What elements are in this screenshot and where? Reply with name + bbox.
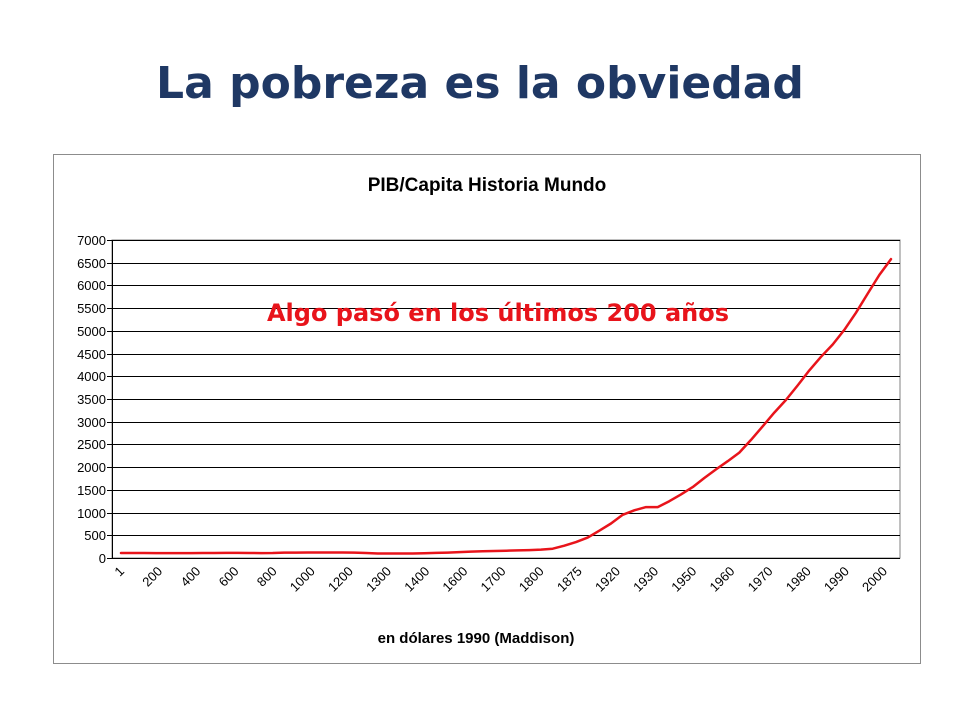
x-tick-label: 600 xyxy=(216,564,242,590)
y-tick-label: 3000 xyxy=(77,415,106,430)
x-tick-label: 1930 xyxy=(630,564,661,595)
chart-plot: 0 500 1000 1500 2000 2500 3000 3500 4000 4500 5000… xyxy=(77,233,901,647)
x-axis-title: en dólares 1990 (Maddison) xyxy=(378,630,575,647)
y-tick-label: 5500 xyxy=(77,301,106,316)
y-tick-label: 5000 xyxy=(77,324,106,339)
y-tick-label: 0 xyxy=(99,551,106,566)
x-tick-label: 1700 xyxy=(478,564,509,595)
x-tick-label: 2000 xyxy=(859,564,890,595)
x-tick-label: 400 xyxy=(177,564,203,590)
x-tick-label: 1800 xyxy=(516,564,547,595)
x-tick-label: 200 xyxy=(139,564,165,590)
x-tick-label: 1600 xyxy=(439,564,470,595)
y-tick-label: 4000 xyxy=(77,369,106,384)
x-tick-label: 1875 xyxy=(554,564,585,595)
y-tick-label: 2000 xyxy=(77,460,106,475)
y-tick-label: 7000 xyxy=(77,233,106,248)
x-tick-label: 1200 xyxy=(325,564,356,595)
x-tick-label: 1400 xyxy=(401,564,432,595)
chart-frame: 0 500 1000 1500 2000 2500 3000 3500 4000 4500 5000… xyxy=(53,154,921,664)
y-tick-label: 3500 xyxy=(77,392,106,407)
y-tick-label: 500 xyxy=(84,528,106,543)
x-tick-label: 1300 xyxy=(363,564,394,595)
chart-annotation: Algo pasó en los últimos 200 años xyxy=(266,299,730,327)
x-tick-label: 1000 xyxy=(287,564,318,595)
y-tick-label: 6500 xyxy=(77,256,106,271)
x-tick-label: 1990 xyxy=(821,564,852,595)
chart-title: PIB/Capita Historia Mundo xyxy=(367,175,607,196)
y-tick-label: 4500 xyxy=(77,347,106,362)
x-tick-label: 1960 xyxy=(706,564,737,595)
series-line xyxy=(119,257,893,555)
y-tick-label: 2500 xyxy=(77,437,106,452)
x-tick-label: 1950 xyxy=(668,564,699,595)
x-tick-label: 1920 xyxy=(592,564,623,595)
y-tick-label: 6000 xyxy=(77,278,106,293)
y-tick-label: 1000 xyxy=(77,506,106,521)
x-tick-label: 1980 xyxy=(783,564,814,595)
y-tick-label: 1500 xyxy=(77,483,106,498)
x-tick-label: 1970 xyxy=(745,564,776,595)
x-tick-label: 800 xyxy=(254,564,280,590)
slide-title: La pobreza es la obviedad xyxy=(156,58,804,109)
x-tick-label: 1 xyxy=(111,564,127,580)
